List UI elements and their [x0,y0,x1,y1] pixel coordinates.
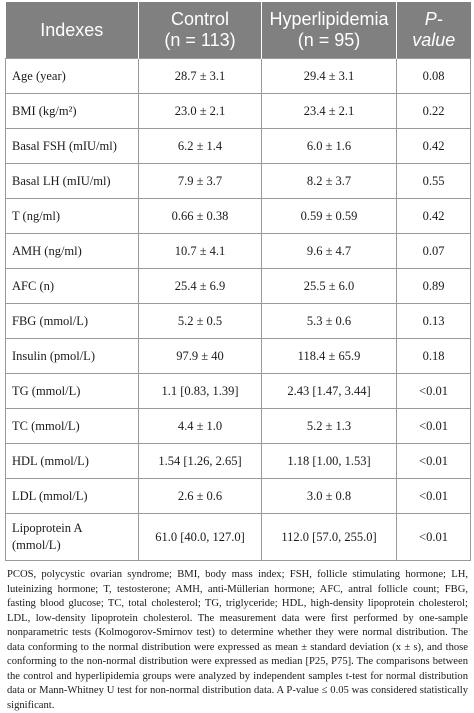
cell-control: 28.7 ± 3.1 [138,58,262,94]
cell-hyperlipidemia: 112.0 [57.0, 255.0] [261,513,397,561]
cell-p-value: <0.01 [396,373,471,409]
cell-index: Insulin (pmol/L) [5,338,139,374]
cell-p-value: 0.89 [396,268,471,304]
cell-control: 23.0 ± 2.1 [138,93,262,129]
cell-hyperlipidemia: 2.43 [1.47, 3.44] [261,373,397,409]
cell-p-value: 0.42 [396,128,471,164]
header-control: Control (n = 113) [138,2,262,59]
table-row: AMH (ng/ml) 10.7 ± 4.1 9.6 ± 4.7 0.07 [5,233,471,269]
table-row: HDL (mmol/L) 1.54 [1.26, 2.65] 1.18 [1.00,… [5,443,471,479]
cell-p-value: 0.18 [396,338,471,374]
cell-hyperlipidemia: 8.2 ± 3.7 [261,163,397,199]
cell-hyperlipidemia: 0.59 ± 0.59 [261,198,397,234]
cell-index: HDL (mmol/L) [5,443,139,479]
cell-control: 61.0 [40.0, 127.0] [138,513,262,561]
header-p-value: P- value [396,2,471,59]
table-row: Lipoprotein A (mmol/L) 61.0 [40.0, 127.0]… [5,513,471,561]
cell-control: 0.66 ± 0.38 [138,198,262,234]
header-p-line1: P- [424,9,443,29]
table-row: Age (year) 28.7 ± 3.1 29.4 ± 3.1 0.08 [5,58,471,94]
cell-control: 6.2 ± 1.4 [138,128,262,164]
cell-index: LDL (mmol/L) [5,478,139,514]
table-row: T (ng/ml) 0.66 ± 0.38 0.59 ± 0.59 0.42 [5,198,471,234]
cell-p-value: <0.01 [396,443,471,479]
cell-index: Age (year) [5,58,139,94]
cell-control: 1.54 [1.26, 2.65] [138,443,262,479]
cell-hyperlipidemia: 23.4 ± 2.1 [261,93,397,129]
table-header: Indexes Control (n = 113) Hyperlipidemia… [5,2,471,59]
cell-index: BMI (kg/m²) [5,93,139,129]
cell-control: 25.4 ± 6.9 [138,268,262,304]
cell-p-value: 0.42 [396,198,471,234]
cell-p-value: <0.01 [396,408,471,444]
header-hyper-n: (n = 95) [297,30,361,50]
cell-hyperlipidemia: 9.6 ± 4.7 [261,233,397,269]
cell-index: T (ng/ml) [5,198,139,234]
cell-index: Basal FSH (mIU/ml) [5,128,139,164]
cell-index: AMH (ng/ml) [5,233,139,269]
cell-p-value: 0.22 [396,93,471,129]
header-hyperlipidemia: Hyperlipidemia (n = 95) [261,2,397,59]
cell-index: Lipoprotein A (mmol/L) [5,513,139,561]
table-row: Insulin (pmol/L) 97.9 ± 40 118.4 ± 65.9 0.1… [5,338,471,374]
table-row: Basal FSH (mIU/ml) 6.2 ± 1.4 6.0 ± 1.6 0.42 [5,128,471,164]
cell-p-value: 0.08 [396,58,471,94]
table-body: Age (year) 28.7 ± 3.1 29.4 ± 3.1 0.08 BMI (… [5,58,471,561]
cell-index: FBG (mmol/L) [5,303,139,339]
table-row: AFC (n) 25.4 ± 6.9 25.5 ± 6.0 0.89 [5,268,471,304]
cell-hyperlipidemia: 5.3 ± 0.6 [261,303,397,339]
header-row: Indexes Control (n = 113) Hyperlipidemia… [5,2,471,59]
cell-control: 2.6 ± 0.6 [138,478,262,514]
cell-control: 5.2 ± 0.5 [138,303,262,339]
table-row: LDL (mmol/L) 2.6 ± 0.6 3.0 ± 0.8 <0.01 [5,478,471,514]
cell-hyperlipidemia: 6.0 ± 1.6 [261,128,397,164]
cell-p-value: 0.55 [396,163,471,199]
cell-control: 1.1 [0.83, 1.39] [138,373,262,409]
data-table: Indexes Control (n = 113) Hyperlipidemia… [5,2,471,561]
header-p-line2: value [412,30,456,50]
cell-control: 10.7 ± 4.1 [138,233,262,269]
table-row: BMI (kg/m²) 23.0 ± 2.1 23.4 ± 2.1 0.22 [5,93,471,129]
cell-index: TC (mmol/L) [5,408,139,444]
header-indexes-label: Indexes [40,19,104,40]
table-row: FBG (mmol/L) 5.2 ± 0.5 5.3 ± 0.6 0.13 [5,303,471,339]
header-control-n: (n = 113) [164,30,236,50]
cell-hyperlipidemia: 118.4 ± 65.9 [261,338,397,374]
cell-index: Basal LH (mIU/ml) [5,163,139,199]
cell-p-value: <0.01 [396,513,471,561]
cell-p-value: <0.01 [396,478,471,514]
cell-index: AFC (n) [5,268,139,304]
table-row: Basal LH (mIU/ml) 7.9 ± 3.7 8.2 ± 3.7 0.55 [5,163,471,199]
table-container: Indexes Control (n = 113) Hyperlipidemia… [5,2,471,713]
cell-hyperlipidemia: 25.5 ± 6.0 [261,268,397,304]
header-hyper-title: Hyperlipidemia [269,9,389,29]
cell-hyperlipidemia: 5.2 ± 1.3 [261,408,397,444]
cell-p-value: 0.13 [396,303,471,339]
table-row: TG (mmol/L) 1.1 [0.83, 1.39] 2.43 [1.47, 3… [5,373,471,409]
cell-p-value: 0.07 [396,233,471,269]
cell-control: 97.9 ± 40 [138,338,262,374]
header-control-title: Control [170,9,230,29]
cell-control: 7.9 ± 3.7 [138,163,262,199]
cell-hyperlipidemia: 3.0 ± 0.8 [261,478,397,514]
cell-control: 4.4 ± 1.0 [138,408,262,444]
cell-index: TG (mmol/L) [5,373,139,409]
cell-hyperlipidemia: 29.4 ± 3.1 [261,58,397,94]
table-row: TC (mmol/L) 4.4 ± 1.0 5.2 ± 1.3 <0.01 [5,408,471,444]
header-indexes: Indexes [5,2,139,59]
table-footnote: PCOS, polycystic ovarian syndrome; BMI, … [7,569,468,711]
cell-hyperlipidemia: 1.18 [1.00, 1.53] [261,443,397,479]
